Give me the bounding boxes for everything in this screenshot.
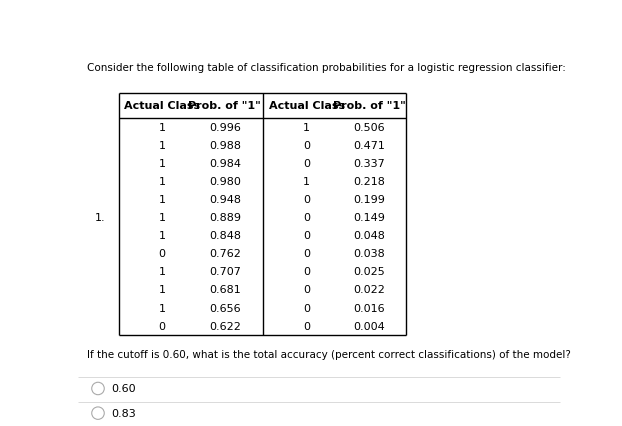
Text: 0.016: 0.016 bbox=[353, 303, 385, 313]
Text: Prob. of "1": Prob. of "1" bbox=[188, 101, 261, 111]
Text: 1: 1 bbox=[159, 122, 165, 132]
Text: 1: 1 bbox=[159, 158, 165, 168]
Text: 0.60: 0.60 bbox=[111, 383, 136, 394]
Text: 0.948: 0.948 bbox=[209, 195, 241, 204]
Text: 0: 0 bbox=[303, 267, 310, 277]
Text: 0.199: 0.199 bbox=[353, 195, 385, 204]
Text: 1: 1 bbox=[159, 195, 165, 204]
Text: If the cutoff is 0.60, what is the total accuracy (percent correct classificatio: If the cutoff is 0.60, what is the total… bbox=[87, 350, 571, 360]
Text: Actual Class: Actual Class bbox=[269, 101, 345, 111]
Text: 0.707: 0.707 bbox=[209, 267, 241, 277]
Text: 0: 0 bbox=[303, 230, 310, 241]
Text: 0: 0 bbox=[303, 285, 310, 295]
Text: 0.83: 0.83 bbox=[111, 408, 136, 418]
Text: 0.149: 0.149 bbox=[353, 213, 385, 222]
Text: 0: 0 bbox=[303, 213, 310, 222]
Text: 0.038: 0.038 bbox=[353, 249, 385, 259]
Text: 0: 0 bbox=[159, 249, 165, 259]
Text: 1: 1 bbox=[159, 176, 165, 187]
Text: 1.: 1. bbox=[95, 213, 105, 222]
Text: 0.022: 0.022 bbox=[353, 285, 385, 295]
Text: 0: 0 bbox=[303, 303, 310, 313]
Text: 0: 0 bbox=[303, 321, 310, 331]
Text: 0: 0 bbox=[303, 249, 310, 259]
Text: 1: 1 bbox=[159, 213, 165, 222]
Text: 0.004: 0.004 bbox=[353, 321, 385, 331]
Text: Actual Class: Actual Class bbox=[124, 101, 200, 111]
Text: 1: 1 bbox=[159, 303, 165, 313]
Text: 0.337: 0.337 bbox=[353, 158, 385, 168]
Text: 0.996: 0.996 bbox=[209, 122, 241, 132]
Text: 0.984: 0.984 bbox=[209, 158, 241, 168]
Text: 0.025: 0.025 bbox=[353, 267, 385, 277]
Text: 0.762: 0.762 bbox=[209, 249, 241, 259]
Text: 1: 1 bbox=[159, 267, 165, 277]
Text: 0.471: 0.471 bbox=[353, 141, 385, 150]
Text: 0.218: 0.218 bbox=[353, 176, 385, 187]
Text: 1: 1 bbox=[159, 285, 165, 295]
Text: 1: 1 bbox=[303, 176, 310, 187]
Text: 0.681: 0.681 bbox=[209, 285, 241, 295]
Text: 0.848: 0.848 bbox=[209, 230, 241, 241]
Text: Consider the following table of classification probabilities for a logistic regr: Consider the following table of classifi… bbox=[87, 63, 566, 72]
Text: 0.656: 0.656 bbox=[209, 303, 241, 313]
Text: 0: 0 bbox=[303, 141, 310, 150]
Text: 0.622: 0.622 bbox=[209, 321, 241, 331]
Text: 0.889: 0.889 bbox=[209, 213, 241, 222]
Text: 0.506: 0.506 bbox=[353, 122, 385, 132]
Text: 0: 0 bbox=[159, 321, 165, 331]
Text: 0.980: 0.980 bbox=[209, 176, 241, 187]
Text: 0.048: 0.048 bbox=[353, 230, 385, 241]
Text: 0.988: 0.988 bbox=[209, 141, 241, 150]
Text: 1: 1 bbox=[159, 230, 165, 241]
Text: 1: 1 bbox=[303, 122, 310, 132]
Text: 0: 0 bbox=[303, 158, 310, 168]
Text: Prob. of "1": Prob. of "1" bbox=[333, 101, 406, 111]
Text: 0: 0 bbox=[303, 195, 310, 204]
Text: 1: 1 bbox=[159, 141, 165, 150]
